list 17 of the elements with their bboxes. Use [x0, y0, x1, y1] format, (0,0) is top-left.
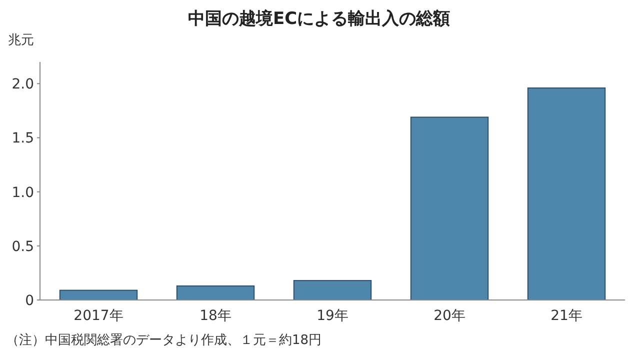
y-tick-label: 1.5 — [12, 130, 34, 147]
bar — [410, 116, 489, 300]
y-tick-label: 2.0 — [12, 76, 34, 93]
chart-title: 中国の越境ECによる輸出入の総額 — [188, 9, 450, 29]
x-tick-label: 19年 — [316, 308, 348, 324]
text: （注）中国税関総署のデータより作成、１元＝約18円 — [6, 333, 322, 348]
bar — [527, 87, 606, 300]
y-tick-label: 1.0 — [12, 184, 34, 201]
y-axis-title: 兆元 — [8, 33, 34, 48]
y-tick-label: 0.5 — [12, 238, 34, 255]
x-tick-label: 2017年 — [74, 308, 124, 324]
x-tick-label: 18年 — [200, 308, 232, 324]
bar — [293, 280, 372, 300]
bar — [176, 285, 255, 300]
y-tick-label: 0 — [25, 293, 34, 309]
x-tick-label: 21年 — [550, 308, 582, 324]
x-tick-label: 20年 — [434, 308, 466, 324]
